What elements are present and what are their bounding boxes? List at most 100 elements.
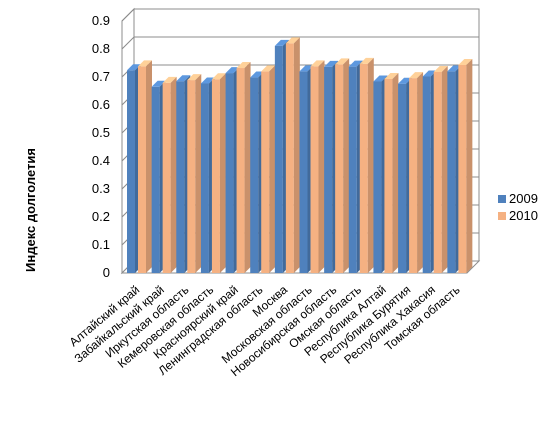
bar-front [433,71,442,274]
gridline [121,36,479,50]
bar-front [151,86,160,273]
legend-label: 2009 [509,191,538,206]
legend-swatch [498,212,506,220]
bar-front [384,78,393,274]
bar-side [392,72,399,274]
bar-side [318,60,325,273]
bar-front [187,80,196,273]
y-tick-label: 0 [103,265,110,280]
y-tick-label: 0.7 [92,69,110,84]
bar-side [466,58,473,274]
bar-top [261,65,276,72]
y-tick-label: 0.8 [92,41,110,56]
bar-top [409,72,424,79]
bar-front [335,64,344,274]
bar-top [433,65,448,72]
bar-top [274,39,289,46]
bar-front [127,70,135,273]
y-axis-label: Индекс долголетия [23,148,38,272]
bar-front [274,45,283,273]
bar-2010 [162,76,177,273]
bar-2010 [359,57,374,274]
bar-side [195,74,202,273]
bar-side [441,65,448,274]
bar-front [236,68,245,273]
bar-front [398,83,407,273]
bar-top [127,64,141,71]
bar-front [447,71,456,274]
bar-2010 [458,58,473,274]
bar-side [417,72,424,274]
bar-side [244,62,251,273]
bar-top [236,62,251,69]
gridline [121,8,479,22]
bar-2010 [310,60,325,273]
bar-top [359,57,374,64]
bar-top [458,58,473,65]
bar-front [324,66,333,273]
bar-front [176,81,185,273]
bar-front [373,81,382,273]
bar-front [162,82,171,273]
bar-top [422,70,437,77]
bar-front [261,71,270,274]
bar-top [176,75,191,82]
y-tick-label: 0.5 [92,125,110,140]
y-tick-label: 0.2 [92,209,110,224]
bar-front [211,79,220,274]
bar-front [409,78,418,274]
bar-front [458,64,467,274]
bar-2010 [261,65,276,274]
bar-top [335,58,350,65]
bar-top [211,73,226,80]
bar-side [367,57,374,274]
bar-front [138,66,146,273]
bar-top [151,80,166,87]
bar-2010 [285,37,300,274]
bar-top [373,75,388,82]
bar-side [269,65,276,274]
bar-side [293,37,300,274]
bar-front [299,71,308,274]
bar-front [348,66,357,273]
bar-2010 [211,73,226,274]
bar-top [138,60,152,67]
bar-front [422,76,431,273]
y-tick-label: 0.3 [92,181,110,196]
bar-top [200,77,215,84]
bar-2010 [236,62,251,273]
bar-top [384,72,399,79]
bar-top [299,65,314,72]
legend-label: 2010 [509,208,538,223]
bar-2010 [187,74,202,273]
bar-side [219,73,226,274]
bar-side [146,60,152,273]
bar-top [162,76,177,83]
bar-top [348,60,363,67]
y-tick-label: 0.1 [92,237,110,252]
bar-front [200,83,209,273]
bar-top [187,74,202,81]
bar-top [398,77,413,84]
bar-side [170,76,177,273]
bar-2010 [138,60,152,273]
bar-top [310,60,325,67]
y-tick-label: 0.4 [92,153,110,168]
bar-front [225,73,234,273]
bar-top [250,71,265,78]
bar-front [359,63,368,274]
bar-2010 [384,72,399,274]
bar-front [310,66,319,273]
bar-2010 [409,72,424,274]
bar-2010 [433,65,448,274]
bar-top [225,67,240,74]
bar-side [343,58,350,274]
legend-swatch [498,195,506,203]
bar-top [447,65,462,72]
bar-top [285,37,300,44]
bar-front [250,77,259,273]
bar-2010 [335,58,350,274]
y-tick-label: 0.6 [92,97,110,112]
